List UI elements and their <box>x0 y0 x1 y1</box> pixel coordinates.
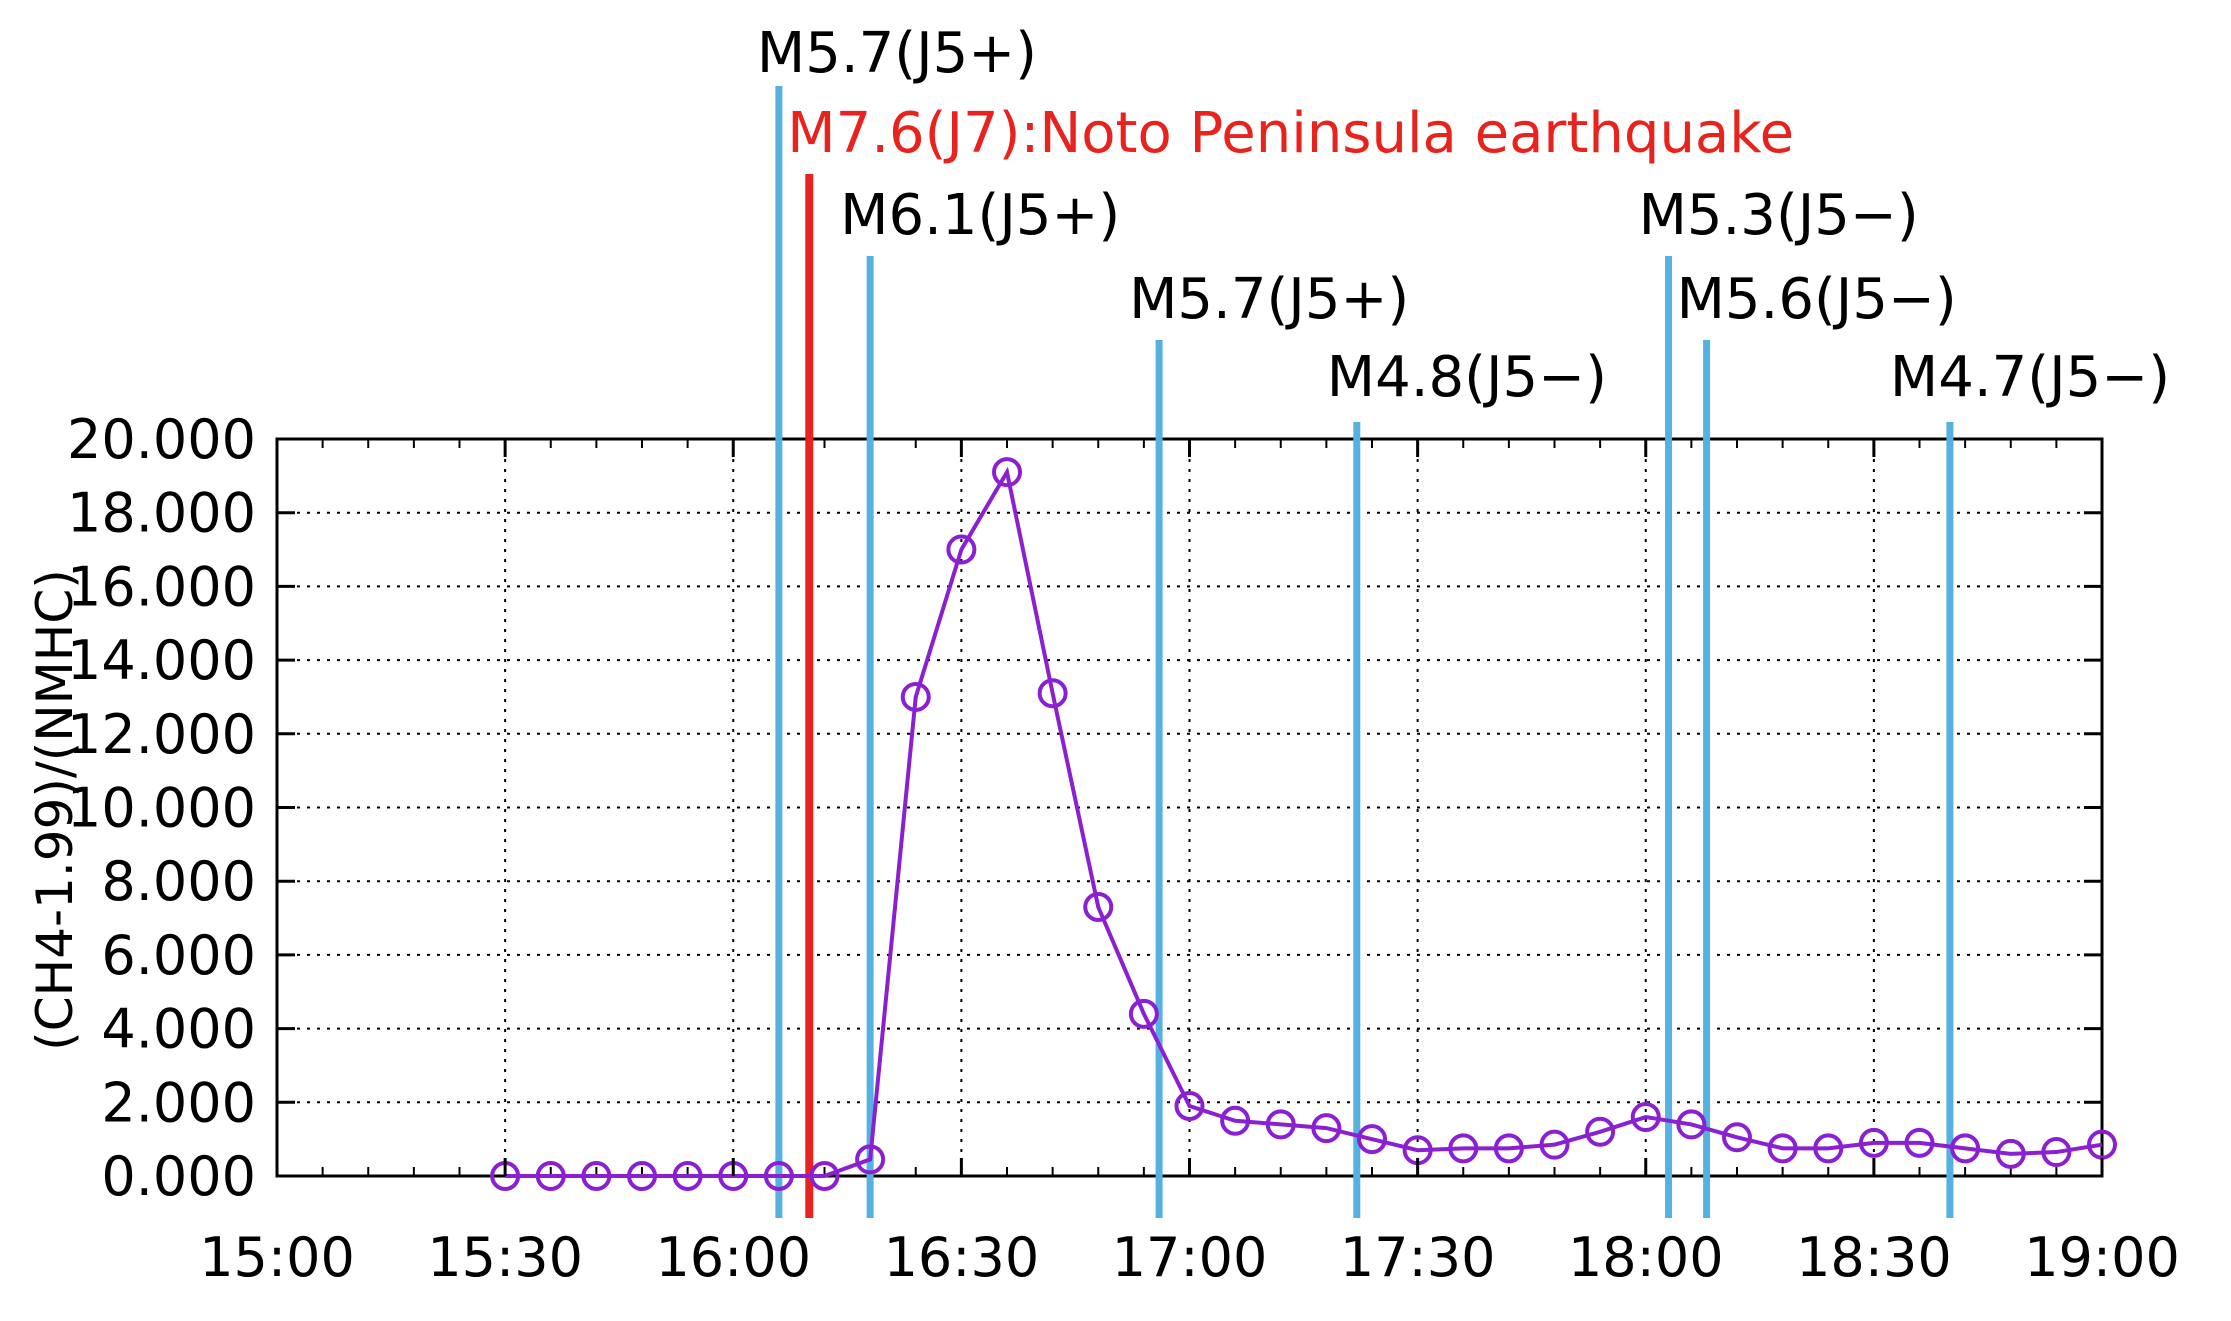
grid <box>277 439 2102 1176</box>
event-label: M4.8(J5−) <box>1327 345 1607 410</box>
data-point <box>1630 1102 1661 1133</box>
event-labels: M5.7(J5+) M7.6(J7):Noto Peninsula earthqu… <box>757 21 2170 410</box>
event-label: M6.1(J5+) <box>840 183 1120 248</box>
data-point <box>672 1161 703 1191</box>
data-point <box>1722 1122 1752 1153</box>
event-label: M5.7(J5+) <box>1129 267 1409 332</box>
data-point <box>535 1161 566 1191</box>
data-point <box>900 681 931 712</box>
data-point <box>855 1144 886 1175</box>
event-label: M4.7(J5−) <box>1890 345 2170 410</box>
data-point <box>1858 1127 1889 1158</box>
data-point <box>627 1161 657 1191</box>
y-tick-label: 0.000 <box>101 1145 256 1208</box>
y-tick-label: 20.000 <box>67 408 256 471</box>
event-label: M5.3(J5−) <box>1639 183 1919 248</box>
y-tick-label: 18.000 <box>67 482 256 545</box>
data-point <box>1357 1124 1387 1155</box>
data-point <box>1813 1133 1844 1164</box>
y-tick-label: 2.000 <box>101 1071 256 1134</box>
data-point <box>992 457 1022 488</box>
data-point <box>1904 1127 1935 1158</box>
y-tick-label: 10.000 <box>67 777 256 840</box>
data-point <box>1128 998 1159 1029</box>
data-point <box>763 1161 794 1191</box>
x-axis: 15:00 15:30 16:00 16:30 17:00 17:30 18:00 18:30… <box>199 439 2180 1289</box>
x-tick-label: 19:00 <box>2024 1226 2180 1289</box>
data-point <box>1220 1105 1251 1136</box>
data-point <box>809 1161 840 1191</box>
y-tick-label: 14.000 <box>67 629 256 692</box>
data-point <box>2041 1137 2072 1168</box>
series <box>490 457 2117 1191</box>
data-point <box>1037 678 1068 709</box>
x-tick-label: 17:00 <box>1112 1226 1268 1289</box>
y-tick-label: 8.000 <box>101 850 256 913</box>
event-label: M5.7(J5+) <box>757 21 1037 86</box>
mainshock-label: M7.6(J7):Noto Peninsula earthquake <box>787 101 1794 166</box>
x-tick-label: 18:30 <box>1796 1226 1952 1289</box>
data-point <box>1448 1133 1479 1164</box>
x-tick-label: 15:30 <box>427 1226 583 1289</box>
data-point <box>581 1161 612 1191</box>
y-axis-label: (CH4-1.99)/(NMHC) <box>26 569 84 1051</box>
series-line <box>505 466 2103 1178</box>
minor-ticks <box>321 439 2058 1176</box>
data-point <box>1950 1133 1981 1164</box>
data-point <box>946 534 977 565</box>
data-point <box>1676 1109 1707 1140</box>
y-tick-label: 4.000 <box>101 998 256 1061</box>
data-point <box>1083 891 1114 922</box>
data-point <box>1493 1133 1524 1164</box>
data-point <box>1174 1090 1205 1121</box>
data-point <box>1995 1138 2026 1169</box>
y-axis: 0.000 2.000 4.000 6.000 8.000 10.000 12.000 14.… <box>67 408 2102 1208</box>
x-tick-label: 18:00 <box>1568 1226 1724 1289</box>
data-point <box>1585 1116 1616 1147</box>
data-point <box>1265 1109 1296 1140</box>
data-point <box>2087 1129 2117 1160</box>
y-tick-label: 6.000 <box>101 924 256 987</box>
x-tick-label: 16:00 <box>655 1226 811 1289</box>
event-lines <box>775 86 1954 1218</box>
data-point <box>1311 1113 1342 1144</box>
data-point <box>1539 1129 1570 1160</box>
x-tick-label: 16:30 <box>884 1226 1040 1289</box>
y-tick-label: 16.000 <box>67 555 256 618</box>
y-tick-label: 12.000 <box>67 703 256 766</box>
data-point <box>1767 1133 1798 1164</box>
event-label: M5.6(J5−) <box>1677 267 1957 332</box>
x-tick-label: 15:00 <box>199 1226 355 1289</box>
x-tick-label: 17:30 <box>1340 1226 1496 1289</box>
